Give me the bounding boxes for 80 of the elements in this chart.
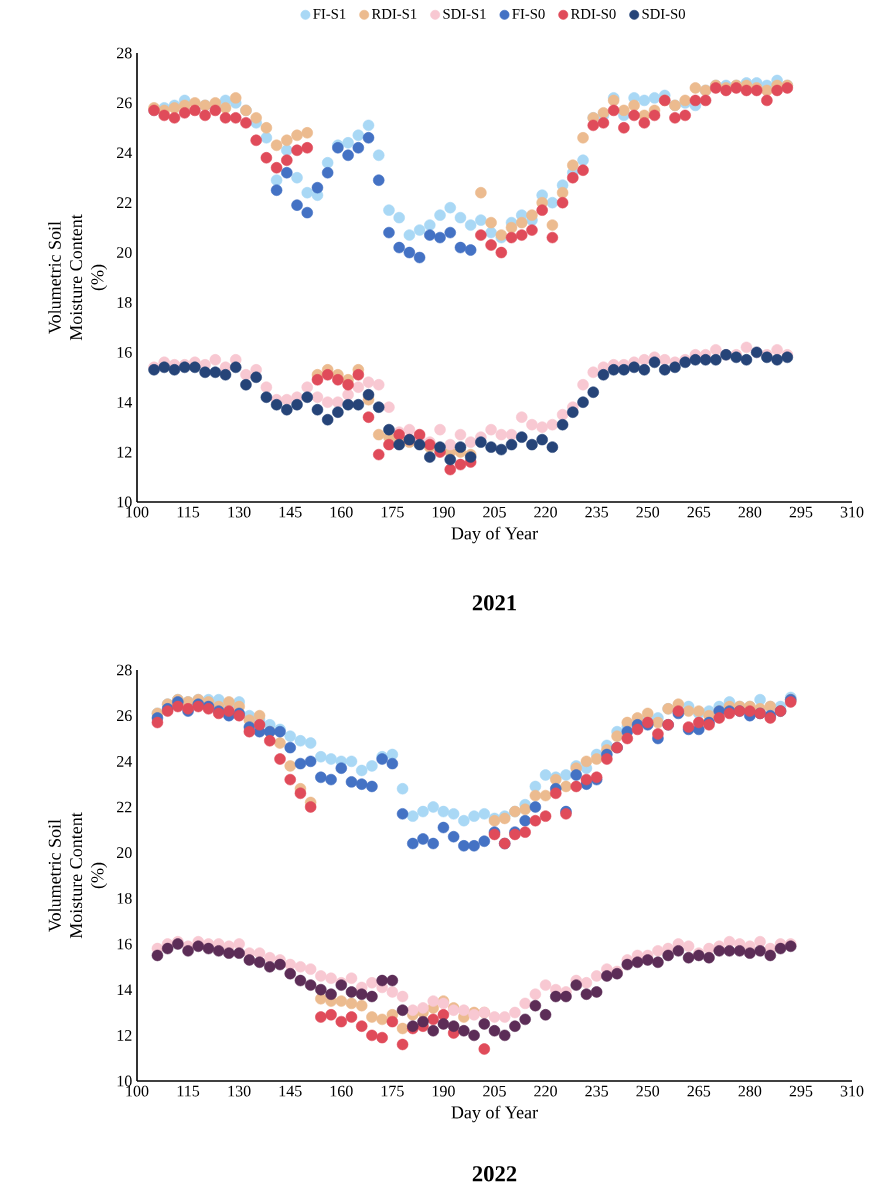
point xyxy=(362,132,375,144)
y-tick-label: 18 xyxy=(117,892,132,904)
x-tick-label: 100 xyxy=(126,1085,149,1097)
x-tick-label: 205 xyxy=(483,506,506,518)
legend-label: FI-S0 xyxy=(512,8,545,19)
y-tick-label: 26 xyxy=(117,97,132,109)
point xyxy=(270,184,283,196)
x-tick-label: 100 xyxy=(126,506,149,518)
point xyxy=(301,206,313,219)
x-tick-label: 235 xyxy=(585,1085,609,1097)
y-tick-label: 28 xyxy=(117,47,132,59)
y-tick-label: 12 xyxy=(117,446,132,458)
x-tick-label: 235 xyxy=(585,506,609,518)
y-tick-label: 26 xyxy=(117,710,132,722)
y-axis-title: Volumetric Soil Moisture Content (%) xyxy=(48,812,108,939)
y-tick-label: 24 xyxy=(117,756,133,767)
y-tick-label: 10 xyxy=(117,496,132,508)
y-tick-label: 20 xyxy=(117,847,132,859)
legend-label: SDI-S1 xyxy=(443,8,486,19)
legend-label: RDI-S1 xyxy=(371,8,417,19)
text: 2022 xyxy=(472,1166,517,1182)
point xyxy=(352,142,365,154)
y-tick-label: 16 xyxy=(117,346,132,358)
point xyxy=(454,241,467,254)
point xyxy=(413,251,426,264)
point xyxy=(342,149,354,162)
point xyxy=(444,226,456,239)
x-tick-label: 175 xyxy=(381,1085,404,1097)
point xyxy=(403,246,416,259)
x-tick-label: 295 xyxy=(789,506,813,518)
point xyxy=(321,167,334,179)
y-tick-label: 18 xyxy=(117,297,132,308)
x-tick-label: 115 xyxy=(177,1085,200,1097)
x-tick-label: 250 xyxy=(636,506,660,518)
x-tick-label: 280 xyxy=(738,506,762,518)
y-tick-label: 12 xyxy=(117,1030,132,1041)
x-tick-label: 250 xyxy=(636,1085,660,1097)
x-tick-label: 310 xyxy=(840,1085,864,1097)
x-tick-label: 265 xyxy=(687,506,711,518)
y-tick-label: 10 xyxy=(117,1075,132,1087)
x-tick-label: 115 xyxy=(177,506,200,518)
x-tick-label: 205 xyxy=(483,1085,506,1097)
x-tick-label: 130 xyxy=(228,1085,251,1097)
point xyxy=(434,231,446,244)
point xyxy=(393,241,405,254)
y-axis-title: Volumetric Soil Moisture Content (%) xyxy=(48,214,108,341)
x-tick-label: 220 xyxy=(534,506,557,518)
legend-label: RDI-S0 xyxy=(571,8,616,19)
y-tick-label: 22 xyxy=(117,801,132,813)
point xyxy=(291,199,303,211)
x-tick-label: 190 xyxy=(432,1085,455,1097)
x-tick-label: 280 xyxy=(738,1085,762,1097)
x-tick-label: 295 xyxy=(789,1085,813,1097)
x-tick-label: 160 xyxy=(330,506,353,518)
point xyxy=(281,167,293,179)
x-tick-label: 145 xyxy=(279,1085,302,1097)
legend-label: FI-S1 xyxy=(313,8,346,19)
y-tick-label: 14 xyxy=(117,984,133,995)
x-axis-title: Day of Year xyxy=(451,1105,538,1123)
point xyxy=(424,229,436,241)
y-tick-label: 16 xyxy=(117,938,132,950)
y-tick-label: 22 xyxy=(117,197,132,208)
x-tick-label: 145 xyxy=(279,506,302,518)
x-tick-label: 265 xyxy=(687,1085,711,1097)
legend-label: SDI-S0 xyxy=(642,8,685,19)
y-tick-label: 20 xyxy=(117,247,132,258)
point xyxy=(383,226,395,239)
y-tick-label: 28 xyxy=(117,664,132,676)
x-tick-label: 220 xyxy=(534,1085,557,1097)
point xyxy=(373,174,385,186)
y-tick-label: 24 xyxy=(117,147,133,159)
text: 2021 xyxy=(472,595,516,611)
x-tick-label: 310 xyxy=(840,506,864,518)
x-tick-label: 160 xyxy=(330,1085,353,1097)
y-tick-label: 14 xyxy=(117,396,133,408)
x-tick-label: 190 xyxy=(432,506,455,518)
x-tick-label: 130 xyxy=(228,506,251,518)
x-tick-label: 175 xyxy=(381,506,404,518)
x-axis-title: Day of Year xyxy=(451,526,538,544)
point xyxy=(464,244,477,256)
